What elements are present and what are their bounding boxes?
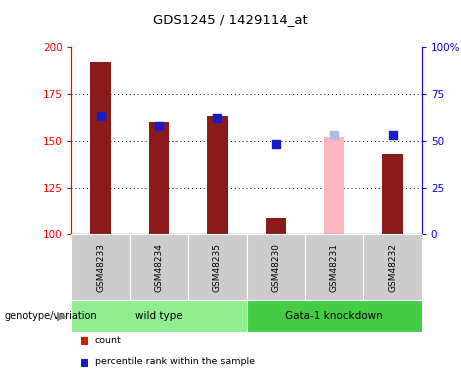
Point bbox=[155, 123, 163, 129]
FancyBboxPatch shape bbox=[188, 234, 247, 300]
FancyBboxPatch shape bbox=[247, 300, 422, 332]
Text: Gata-1 knockdown: Gata-1 knockdown bbox=[285, 311, 383, 321]
FancyBboxPatch shape bbox=[130, 234, 188, 300]
FancyBboxPatch shape bbox=[305, 234, 363, 300]
Text: GSM48235: GSM48235 bbox=[213, 243, 222, 292]
Bar bbox=[324, 137, 344, 234]
Bar bbox=[207, 116, 228, 234]
Point bbox=[389, 132, 396, 138]
Text: GSM48230: GSM48230 bbox=[272, 243, 280, 292]
Bar bbox=[382, 154, 403, 234]
Text: GSM48234: GSM48234 bbox=[154, 243, 164, 292]
Point bbox=[97, 113, 104, 119]
FancyBboxPatch shape bbox=[247, 234, 305, 300]
FancyBboxPatch shape bbox=[71, 234, 130, 300]
FancyBboxPatch shape bbox=[363, 234, 422, 300]
Point bbox=[272, 141, 279, 147]
Text: percentile rank within the sample: percentile rank within the sample bbox=[95, 357, 254, 366]
Bar bbox=[90, 62, 111, 234]
Text: GDS1245 / 1429114_at: GDS1245 / 1429114_at bbox=[153, 13, 308, 26]
Bar bbox=[149, 122, 169, 234]
Text: GSM48231: GSM48231 bbox=[330, 243, 339, 292]
Text: GSM48232: GSM48232 bbox=[388, 243, 397, 292]
Text: count: count bbox=[95, 336, 121, 345]
Text: genotype/variation: genotype/variation bbox=[5, 311, 97, 321]
Text: GSM48233: GSM48233 bbox=[96, 243, 105, 292]
Point bbox=[331, 132, 338, 138]
Bar bbox=[266, 217, 286, 234]
Text: wild type: wild type bbox=[135, 311, 183, 321]
FancyBboxPatch shape bbox=[71, 300, 247, 332]
Text: ▶: ▶ bbox=[58, 309, 67, 322]
Point bbox=[214, 115, 221, 121]
